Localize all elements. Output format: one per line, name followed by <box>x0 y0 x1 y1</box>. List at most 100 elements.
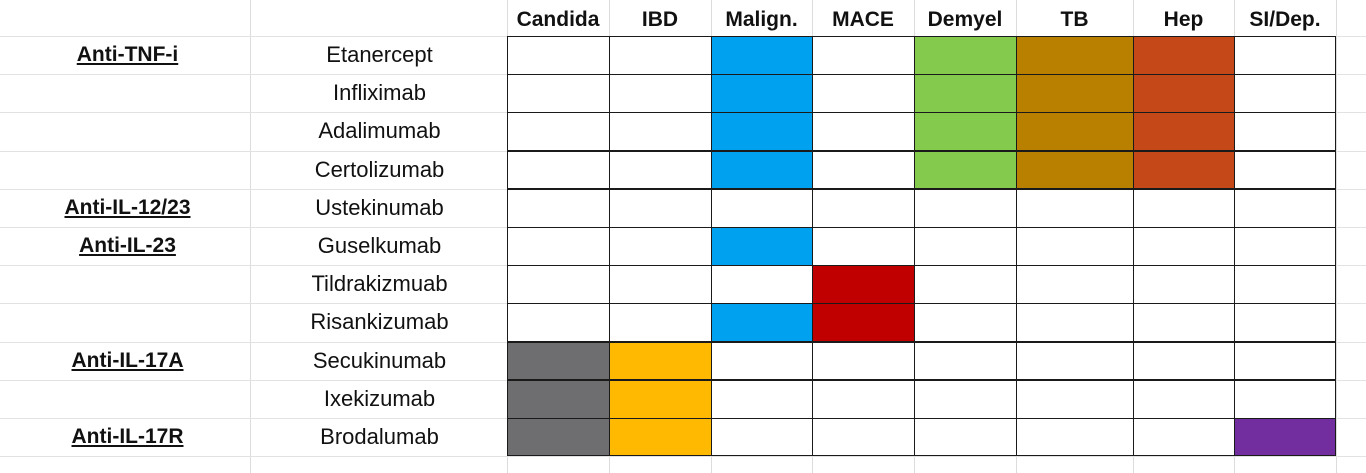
drug-name: Tildrakizmuab <box>311 271 448 296</box>
risk-cell-empty <box>1234 112 1336 150</box>
risk-cell-empty <box>609 227 711 265</box>
sheet-gridline-vertical <box>1336 0 1337 473</box>
risk-cell-empty <box>1234 303 1336 341</box>
risk-cell-empty <box>1016 380 1133 418</box>
drug-name: Ustekinumab <box>315 195 444 220</box>
risk-cell-empty <box>609 189 711 227</box>
risk-cell-empty <box>1016 189 1133 227</box>
table-row-divider <box>507 264 1336 267</box>
risk-cell-flagged <box>507 342 609 380</box>
risk-cell-empty <box>914 265 1016 303</box>
risk-cell-flagged <box>1016 151 1133 189</box>
risk-cell-empty <box>507 36 609 74</box>
risk-cell-empty <box>1234 151 1336 189</box>
risk-cell-flagged <box>1016 36 1133 74</box>
risk-cell-empty <box>507 74 609 112</box>
drug-class-label: Anti-IL-17R <box>71 425 184 448</box>
drug-name: Adalimumab <box>318 118 441 143</box>
risk-cell-empty <box>1133 227 1234 265</box>
risk-cell-flagged <box>1133 36 1234 74</box>
risk-cell-empty <box>1133 380 1234 418</box>
risk-cell-flagged <box>711 227 812 265</box>
risk-cell-empty <box>812 342 914 380</box>
drug-name: Brodalumab <box>320 424 439 449</box>
risk-cell-empty <box>812 189 914 227</box>
table-row-divider <box>507 188 1336 190</box>
risk-cell-flagged <box>812 303 914 341</box>
column-header: Hep <box>1163 8 1204 31</box>
risk-cell-empty <box>1016 265 1133 303</box>
risk-cell-empty <box>1234 189 1336 227</box>
risk-cell-empty <box>812 380 914 418</box>
risk-cell-flagged <box>1234 418 1336 456</box>
column-header: Demyel <box>927 8 1003 31</box>
risk-cell-empty <box>609 151 711 189</box>
risk-cell-empty <box>711 380 812 418</box>
risk-cell-empty <box>812 36 914 74</box>
risk-cell-flagged <box>609 418 711 456</box>
risk-cell-flagged <box>609 342 711 380</box>
drug-class-label: Anti-IL-17A <box>71 349 184 372</box>
risk-cell-flagged <box>711 112 812 150</box>
risk-cell-empty <box>1133 342 1234 380</box>
risk-cell-empty <box>1234 265 1336 303</box>
risk-cell-flagged <box>1133 74 1234 112</box>
table-column-divider <box>608 36 610 456</box>
table-row-divider <box>507 379 1336 381</box>
table-row-divider <box>507 302 1336 305</box>
risk-cell-flagged <box>711 151 812 189</box>
risk-cell-flagged <box>1133 112 1234 150</box>
table-column-divider <box>1015 36 1017 456</box>
risk-cell-empty <box>914 380 1016 418</box>
risk-cell-flagged <box>812 265 914 303</box>
column-header: MACE <box>832 8 894 31</box>
sheet-gridline-horizontal <box>0 456 1366 457</box>
column-header: Candida <box>516 8 600 31</box>
risk-cell-empty <box>1234 380 1336 418</box>
risk-cell-empty <box>812 227 914 265</box>
column-header: TB <box>1060 8 1089 31</box>
risk-cell-empty <box>609 265 711 303</box>
table-row-divider <box>507 341 1336 343</box>
risk-cell-empty <box>507 151 609 189</box>
drug-name: Guselkumab <box>317 233 442 258</box>
drug-name: Infliximab <box>333 80 426 105</box>
table-column-divider <box>1132 36 1134 456</box>
risk-cell-flagged <box>914 151 1016 189</box>
risk-cell-flagged <box>609 380 711 418</box>
table-row-divider <box>507 150 1336 152</box>
risk-cell-empty <box>507 303 609 341</box>
risk-cell-empty <box>1234 74 1336 112</box>
risk-cell-empty <box>609 303 711 341</box>
risk-cell-flagged <box>1016 112 1133 150</box>
drug-name: Secukinumab <box>312 348 447 373</box>
risk-cell-flagged <box>914 74 1016 112</box>
risk-cell-flagged <box>711 74 812 112</box>
risk-cell-flagged <box>1016 74 1133 112</box>
risk-cell-empty <box>1016 227 1133 265</box>
risk-cell-flagged <box>914 112 1016 150</box>
risk-cell-empty <box>914 342 1016 380</box>
drug-name: Risankizumab <box>310 309 449 334</box>
drug-name: Ixekizumab <box>323 386 436 411</box>
risk-cell-empty <box>711 418 812 456</box>
drug-class-label: Anti-TNF-i <box>76 43 179 66</box>
risk-cell-empty <box>812 418 914 456</box>
risk-cell-empty <box>711 265 812 303</box>
risk-cell-empty <box>1133 189 1234 227</box>
table-column-divider <box>811 36 813 456</box>
risk-cell-empty <box>711 342 812 380</box>
risk-cell-empty <box>609 112 711 150</box>
risk-cell-flagged <box>711 303 812 341</box>
risk-cell-empty <box>507 112 609 150</box>
risk-cell-flagged <box>507 418 609 456</box>
risk-cell-flagged <box>711 36 812 74</box>
table-column-divider <box>913 36 915 456</box>
risk-cell-empty <box>1234 227 1336 265</box>
risk-cell-empty <box>1016 303 1133 341</box>
table-row-divider <box>507 73 1336 76</box>
risk-cell-empty <box>609 74 711 112</box>
risk-cell-empty <box>1133 265 1234 303</box>
drug-name: Certolizumab <box>314 157 445 182</box>
drug-class-label: Anti-IL-12/23 <box>64 196 191 219</box>
